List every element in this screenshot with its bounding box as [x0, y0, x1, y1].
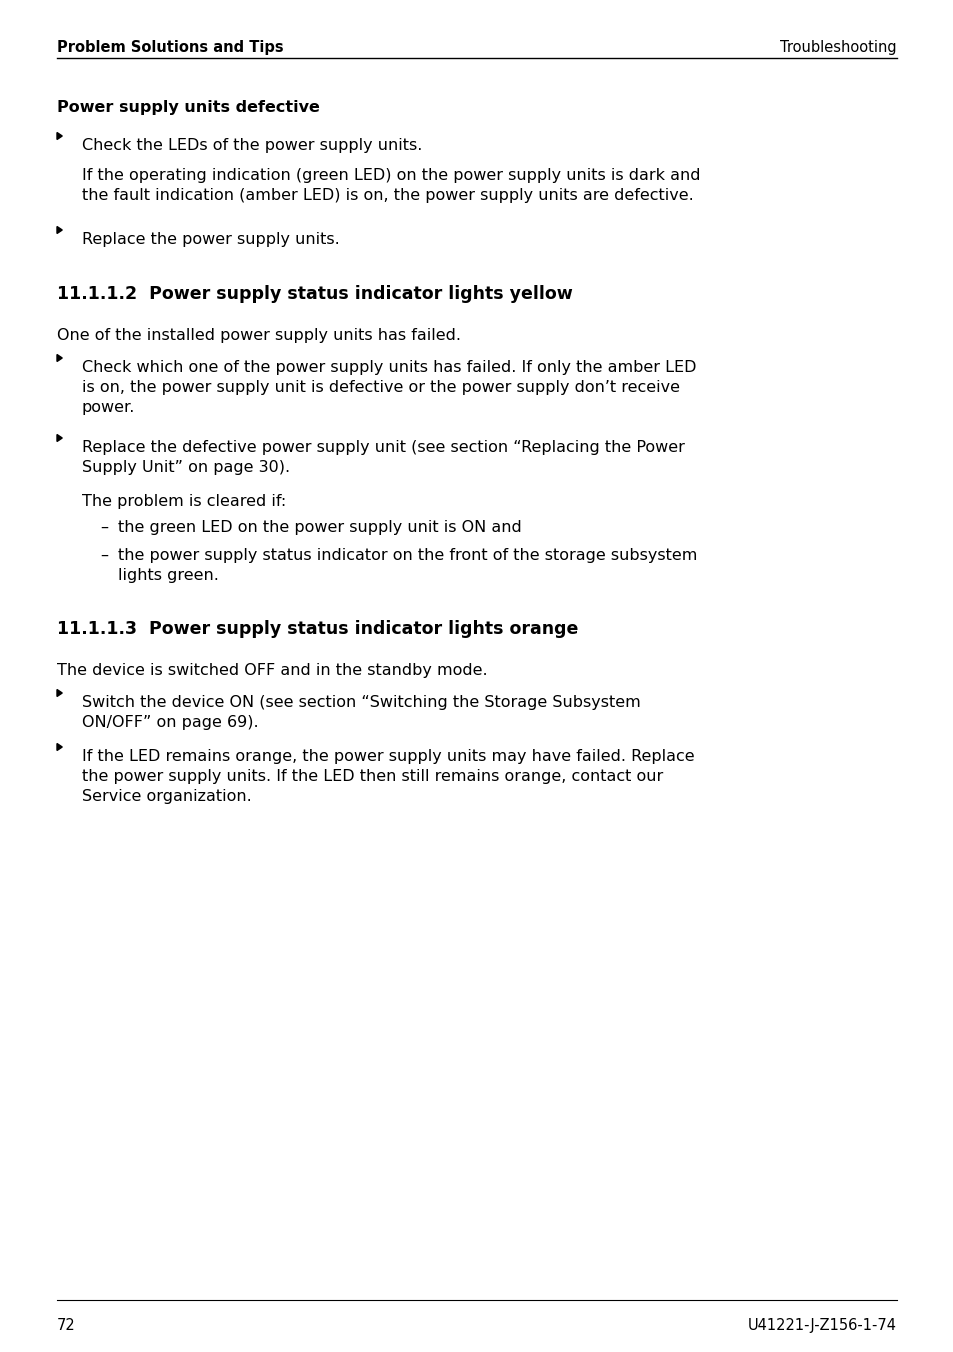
Text: 11.1.1.2  Power supply status indicator lights yellow: 11.1.1.2 Power supply status indicator l…	[57, 285, 572, 303]
Text: U41221-J-Z156-1-74: U41221-J-Z156-1-74	[747, 1318, 896, 1333]
Text: The problem is cleared if:: The problem is cleared if:	[82, 493, 286, 508]
Polygon shape	[57, 132, 62, 139]
Text: –: –	[100, 548, 108, 562]
Text: Check which one of the power supply units has failed. If only the amber LED
is o: Check which one of the power supply unit…	[82, 360, 696, 415]
Text: Replace the power supply units.: Replace the power supply units.	[82, 233, 339, 247]
Text: 11.1.1.3  Power supply status indicator lights orange: 11.1.1.3 Power supply status indicator l…	[57, 621, 578, 638]
Text: Troubleshooting: Troubleshooting	[780, 41, 896, 55]
Text: the power supply status indicator on the front of the storage subsystem
lights g: the power supply status indicator on the…	[118, 548, 697, 583]
Text: One of the installed power supply units has failed.: One of the installed power supply units …	[57, 329, 460, 343]
Text: –: –	[100, 521, 108, 535]
Text: the green LED on the power supply unit is ON and: the green LED on the power supply unit i…	[118, 521, 521, 535]
Text: Switch the device ON (see section “Switching the Storage Subsystem
ON/OFF” on pa: Switch the device ON (see section “Switc…	[82, 695, 640, 730]
Text: Problem Solutions and Tips: Problem Solutions and Tips	[57, 41, 283, 55]
Polygon shape	[57, 354, 62, 361]
Polygon shape	[57, 227, 62, 234]
Polygon shape	[57, 434, 62, 442]
Polygon shape	[57, 690, 62, 696]
Text: If the LED remains orange, the power supply units may have failed. Replace
the p: If the LED remains orange, the power sup…	[82, 749, 694, 803]
Text: Power supply units defective: Power supply units defective	[57, 100, 319, 115]
Polygon shape	[57, 744, 62, 750]
Text: Replace the defective power supply unit (see section “Replacing the Power
Supply: Replace the defective power supply unit …	[82, 439, 684, 475]
Text: Check the LEDs of the power supply units.: Check the LEDs of the power supply units…	[82, 138, 422, 153]
Text: If the operating indication (green LED) on the power supply units is dark and
th: If the operating indication (green LED) …	[82, 168, 700, 203]
Text: The device is switched OFF and in the standby mode.: The device is switched OFF and in the st…	[57, 662, 487, 677]
Text: 72: 72	[57, 1318, 75, 1333]
